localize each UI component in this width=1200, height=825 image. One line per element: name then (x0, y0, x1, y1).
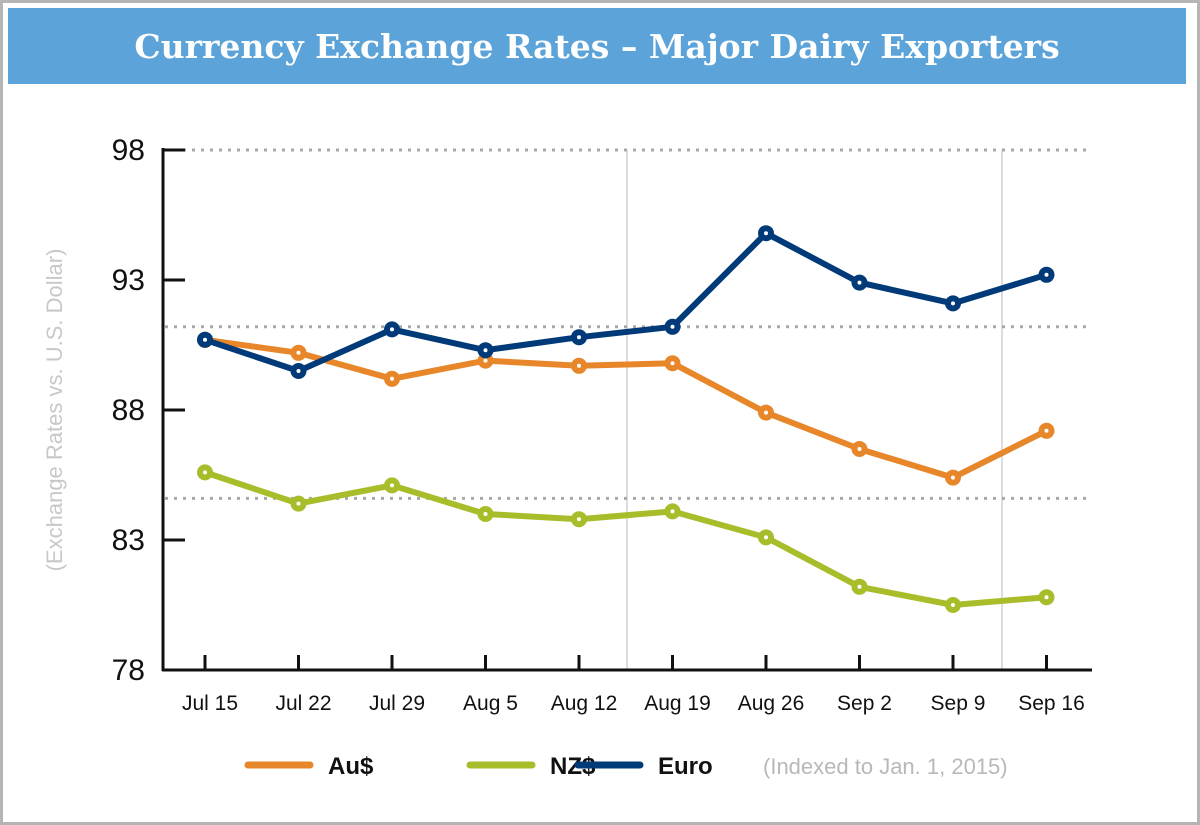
data-point-center (764, 231, 768, 236)
data-point-center (203, 337, 207, 342)
data-point-center (857, 447, 862, 451)
data-point-center (764, 410, 768, 415)
data-point-center (670, 324, 675, 329)
data-point-center (390, 327, 394, 332)
y-tick-label: 88 (112, 394, 145, 427)
x-tick-label: Sep 2 (837, 692, 892, 715)
y-tick-label: 78 (112, 654, 145, 687)
data-point-center (483, 358, 488, 363)
x-tick-label: Aug 5 (463, 692, 518, 715)
data-point-center (577, 335, 581, 340)
series-line-euro (204, 230, 1048, 374)
y-tick-label: 98 (112, 134, 145, 167)
legend-label: Euro (658, 753, 713, 780)
y-tick-label: 83 (112, 524, 145, 557)
x-tick-label: Jul 22 (275, 692, 331, 715)
series-line-nz (204, 469, 1047, 608)
data-point-center (483, 512, 488, 516)
data-point-center (1044, 428, 1049, 433)
data-point-center (577, 363, 581, 368)
data-point-center (670, 361, 675, 366)
data-point-center (764, 535, 768, 540)
y-axis-label: (Exchange Rates vs. U.S. Dollar) (42, 249, 67, 572)
x-tick-label: Sep 16 (1018, 692, 1085, 715)
data-point-center (857, 584, 862, 589)
x-tick-label: Jul 15 (182, 692, 238, 715)
data-point-center (296, 501, 301, 506)
data-point-center (577, 517, 581, 522)
data-point-center (951, 603, 955, 607)
x-tick-label: Aug 19 (644, 692, 711, 715)
data-point-center (203, 470, 207, 475)
data-point-center (670, 509, 675, 514)
data-point-center (296, 350, 301, 355)
x-tick-label: Aug 26 (738, 692, 805, 715)
x-tick-label: Aug 12 (551, 692, 618, 715)
data-point-center (390, 376, 394, 381)
data-point-center (296, 369, 301, 373)
chart-title: Currency Exchange Rates – Major Dairy Ex… (8, 8, 1186, 84)
data-point-center (390, 483, 394, 488)
series-line-au (204, 336, 1048, 481)
data-point-center (1044, 595, 1049, 600)
x-tick-label: Sep 9 (931, 692, 986, 715)
legend-label: Au$ (328, 753, 374, 780)
data-point-center (951, 301, 955, 306)
data-point-center (857, 280, 862, 285)
data-point-center (483, 348, 488, 353)
y-tick-label: 93 (112, 264, 145, 297)
x-tick-label: Jul 29 (369, 692, 425, 715)
data-point-center (1044, 272, 1049, 277)
data-point-center (951, 475, 955, 480)
index-note: (Indexed to Jan. 1, 2015) (763, 754, 1008, 779)
